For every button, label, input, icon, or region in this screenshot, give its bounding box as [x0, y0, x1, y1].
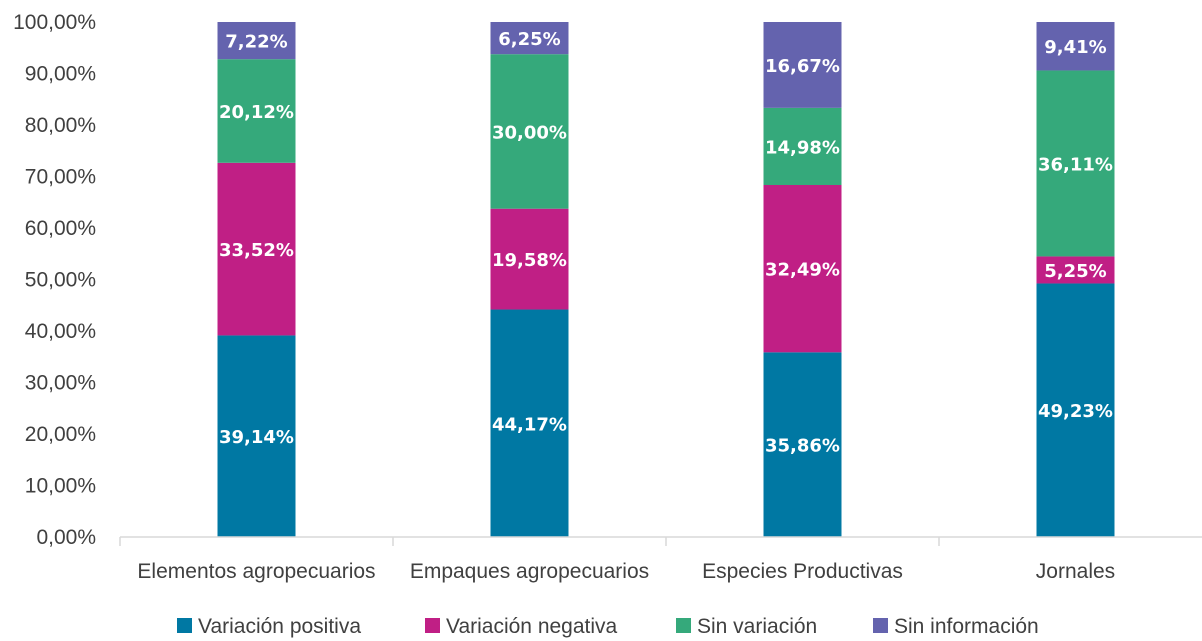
- bar-segment: [217, 162, 296, 336]
- legend-item: Sin información: [873, 615, 1039, 638]
- data-label: 33,52%: [219, 240, 294, 261]
- y-tick-label: 20,00%: [25, 423, 96, 446]
- y-tick-label: 60,00%: [25, 217, 96, 240]
- data-label: 7,22%: [225, 32, 287, 53]
- bar-segment: [763, 352, 842, 537]
- data-label: 19,58%: [492, 250, 567, 271]
- bar-segment: [763, 22, 842, 108]
- data-labels: 39,14% 33,52% 20,12% 7,22% 44,17% 19,58% 30,00…: [219, 29, 1113, 457]
- data-label: 20,12%: [219, 102, 294, 123]
- y-tick-label: 40,00%: [25, 320, 96, 343]
- x-tick-label: Elementos agropecuarios: [137, 560, 375, 583]
- data-label: 14,98%: [765, 137, 840, 158]
- y-tick-label: 0,00%: [36, 526, 96, 549]
- y-tick-label: 80,00%: [25, 114, 96, 137]
- y-tick-label: 10,00%: [25, 475, 96, 498]
- data-label: 35,86%: [765, 436, 840, 457]
- legend-label: Sin información: [894, 615, 1039, 638]
- legend-label: Variación positiva: [198, 615, 361, 638]
- legend-swatch: [873, 618, 888, 633]
- data-label: 36,11%: [1038, 154, 1113, 175]
- x-axis: Elementos agropecuarios Empaques agropecu…: [119, 536, 1202, 583]
- bars: [217, 22, 1115, 537]
- data-label: 16,67%: [765, 56, 840, 77]
- y-tick-label: 100,00%: [13, 11, 96, 34]
- data-label: 49,23%: [1038, 401, 1113, 422]
- bar-segment: [763, 107, 842, 185]
- bar-segment: [490, 54, 569, 209]
- data-label: 30,00%: [492, 122, 567, 143]
- legend-label: Variación negativa: [446, 615, 618, 638]
- bar-segment: [490, 309, 569, 537]
- bar-segment: [217, 59, 296, 163]
- x-tick-label: Jornales: [1036, 560, 1115, 583]
- legend-swatch: [425, 618, 440, 633]
- y-tick-label: 90,00%: [25, 63, 96, 86]
- y-tick-label: 70,00%: [25, 166, 96, 189]
- legend-swatch: [177, 618, 192, 633]
- y-axis: 0,00% 10,00% 20,00% 30,00% 40,00% 50,00% 60,00…: [13, 11, 96, 549]
- bar-segment: [763, 184, 842, 353]
- legend-item: Sin variación: [676, 615, 817, 638]
- legend-item: Variación negativa: [425, 615, 618, 638]
- legend-item: Variación positiva: [177, 615, 361, 638]
- legend: Variación positiva Variación negativa Sin …: [177, 615, 1039, 638]
- data-label: 6,25%: [498, 29, 560, 50]
- bar-segment: [1036, 283, 1115, 537]
- bar-segment: [490, 22, 569, 55]
- bar-segment: [1036, 70, 1115, 257]
- data-label: 5,25%: [1044, 261, 1106, 282]
- bar-segment: [1036, 22, 1115, 71]
- data-label: 9,41%: [1044, 37, 1106, 58]
- bar-segment: [217, 22, 296, 60]
- data-label: 32,49%: [765, 260, 840, 281]
- data-label: 39,14%: [219, 427, 294, 448]
- x-tick-label: Empaques agropecuarios: [410, 560, 649, 583]
- data-label: 44,17%: [492, 414, 567, 435]
- x-tick-label: Especies Productivas: [702, 560, 903, 583]
- y-tick-label: 50,00%: [25, 269, 96, 292]
- bar-segment: [217, 335, 296, 537]
- y-tick-label: 30,00%: [25, 372, 96, 395]
- legend-label: Sin variación: [697, 615, 817, 638]
- bar-segment: [490, 208, 569, 310]
- legend-swatch: [676, 618, 691, 633]
- bar-segment: [1036, 256, 1115, 284]
